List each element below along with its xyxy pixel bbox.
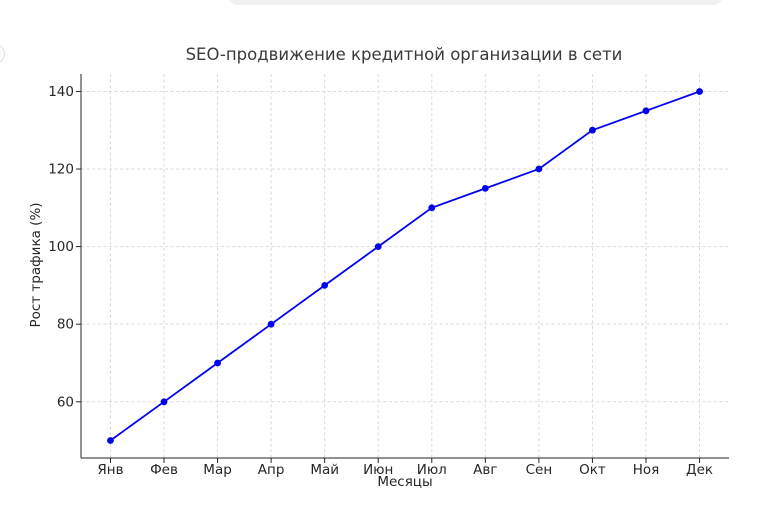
x-tick-label: Авг <box>473 462 497 478</box>
y-axis-label: Рост трафика (%) <box>28 202 44 327</box>
gridlines <box>81 74 729 458</box>
x-tick-label: Дек <box>686 462 713 478</box>
x-tick-label: Окт <box>579 462 606 478</box>
data-point-marker <box>214 359 221 367</box>
chart-title: SEO-продвижение кредитной организации в … <box>186 45 623 64</box>
x-tick-label: Фев <box>150 462 178 478</box>
x-tick-label: Ноя <box>633 462 660 478</box>
data-point-marker <box>160 398 168 406</box>
x-tick-label: Июн <box>363 462 393 478</box>
data-point-marker <box>589 126 596 134</box>
data-point-marker <box>696 88 703 95</box>
y-tick-label: 60 <box>57 394 74 410</box>
y-tick-label: 80 <box>57 317 74 333</box>
x-axis-label: Месяцы <box>377 474 432 490</box>
x-tick-label: Май <box>310 462 339 478</box>
data-point-marker <box>642 107 650 115</box>
y-tick-label: 100 <box>48 239 74 255</box>
y-tick-label: 140 <box>48 84 74 100</box>
x-tick-label: Янв <box>97 462 123 478</box>
top-toolbar-fragment <box>228 0 723 5</box>
x-tick-label: Мар <box>203 462 232 478</box>
data-point-marker <box>374 243 382 251</box>
y-tick-label: 120 <box>48 162 74 178</box>
data-point-marker <box>535 165 543 173</box>
data-point-marker <box>321 282 329 289</box>
data-point-marker <box>107 437 114 444</box>
x-tick-label: Сен <box>526 462 553 478</box>
data-point-marker <box>481 185 489 192</box>
x-tick-label: Июл <box>417 462 447 478</box>
series-line <box>109 90 700 442</box>
data-point-marker <box>267 320 275 328</box>
data-point-marker <box>428 204 436 212</box>
data-series-traffic <box>107 88 703 444</box>
axes: 60 80 100 120 140 Янв Фев Мар Апр Май Июн Июл Авг Сен… <box>48 74 729 478</box>
x-tick-label: Апр <box>258 462 285 478</box>
